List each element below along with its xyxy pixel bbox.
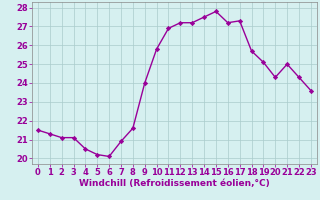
X-axis label: Windchill (Refroidissement éolien,°C): Windchill (Refroidissement éolien,°C) [79,179,270,188]
